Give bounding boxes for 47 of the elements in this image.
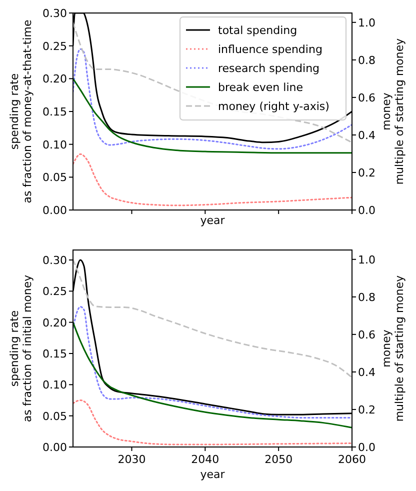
y2-axis-title: money multiple of starting money (380, 274, 406, 422)
y-tick-label: 0.05 (42, 410, 67, 423)
legend-label: research spending (218, 62, 320, 75)
y-axis-title: spending rate as fraction of money-at-that-time (8, 20, 34, 204)
y2-tick-label: 0.0 (358, 204, 376, 217)
line-series (73, 258, 352, 378)
y2-tick-label: 0.8 (358, 290, 376, 304)
y2-tick-label: 0.2 (358, 403, 376, 416)
y2-tick-label: 0.0 (358, 441, 376, 454)
line-series (73, 153, 352, 206)
legend-label: total spending (218, 24, 298, 37)
y2-axis-title: money multiple of starting money (380, 38, 406, 185)
y-tick-label: 0.10 (42, 378, 67, 392)
y-tick-label: 0.15 (42, 347, 67, 360)
y-tick-label: 0.30 (42, 254, 67, 267)
x-axis-title: year (200, 214, 226, 227)
legend-label: break even line (218, 81, 304, 94)
y-tick-label: 0.25 (42, 285, 67, 298)
line-series (73, 322, 352, 428)
y-tick-label: 0.05 (42, 171, 67, 184)
y-tick-label: 0.30 (42, 7, 67, 20)
x-axis-title: year (200, 468, 226, 481)
line-series (73, 78, 352, 154)
line-series (73, 306, 352, 418)
y-tick-label: 0.15 (42, 106, 67, 118)
y2-tick-label: 1.0 (358, 253, 376, 266)
legend-label: money (right y-axis) (218, 100, 330, 113)
y-tick-label: 0.25 (42, 40, 67, 53)
y-tick-label: 0.00 (42, 204, 67, 217)
x-tick-label: 2050 (264, 453, 293, 466)
legend-label: influence spending (218, 43, 322, 56)
y-tick-label: 0.10 (42, 138, 67, 152)
y-tick-label: 0.20 (42, 72, 67, 86)
x-tick-label: 2060 (338, 453, 366, 466)
y-tick-label: 0.20 (42, 316, 67, 330)
y2-tick-label: 0.4 (358, 366, 376, 379)
y-tick-label: 0.00 (42, 441, 67, 454)
y2-tick-label: 0.4 (358, 128, 376, 142)
y2-tick-label: 0.8 (358, 54, 376, 67)
line-series (73, 399, 352, 446)
y2-tick-label: 0.6 (358, 328, 376, 342)
y2-tick-label: 0.2 (358, 166, 376, 180)
x-tick-label: 2040 (191, 453, 220, 466)
y2-tick-label: 1.0 (358, 16, 376, 30)
x-tick-label: 2030 (118, 453, 146, 466)
y2-tick-label: 0.6 (358, 91, 376, 104)
y-axis-title: spending rate as fraction of initial money (8, 274, 34, 422)
